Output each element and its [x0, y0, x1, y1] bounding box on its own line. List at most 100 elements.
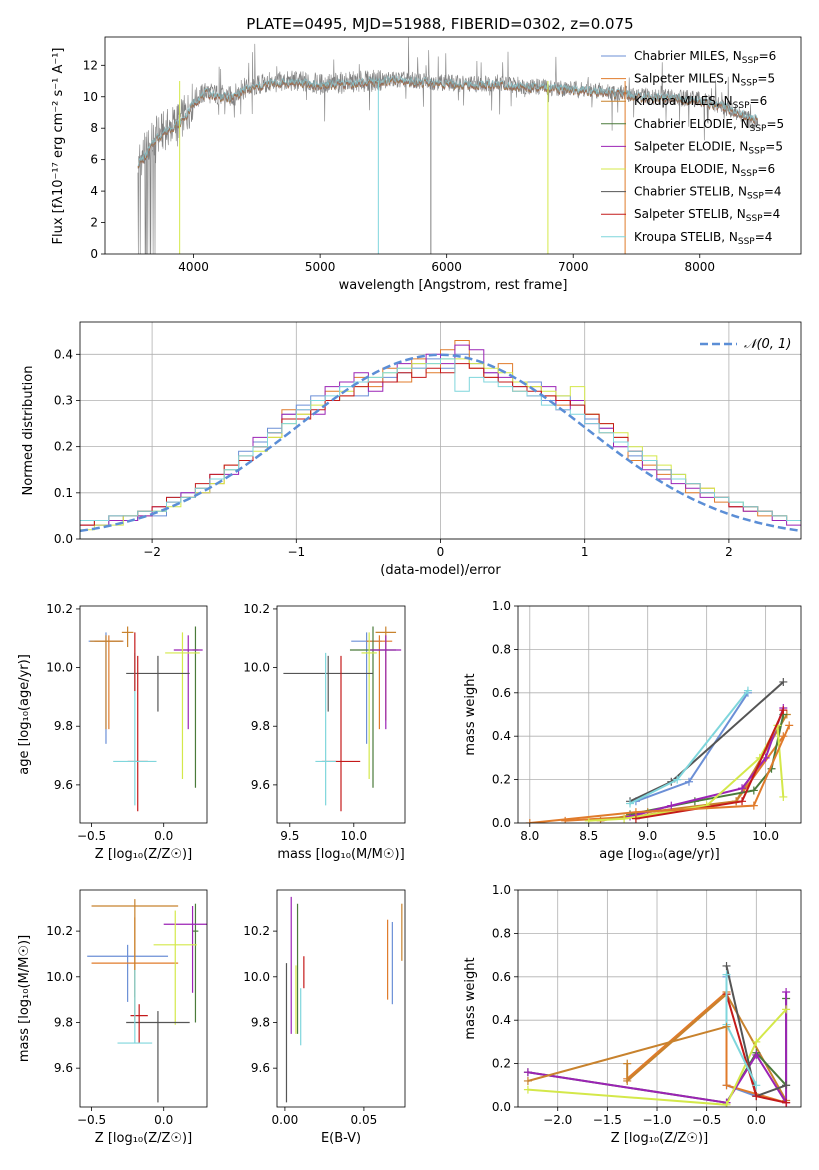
y-tick-label: 0.3	[54, 393, 73, 407]
x-axis-label: Z [log₁₀(Z/Z☉)]	[95, 847, 192, 862]
gaussian-curve	[80, 353, 801, 533]
y-tick-label: 10.2	[46, 602, 73, 616]
mass-vs-ebv-axes: 0.00 0.05 9.6 9.8 10.0 10.2 E(B-V)	[243, 889, 406, 1146]
x-axis-label: age [log₁₀(age/yr)]	[599, 847, 720, 862]
model-spectrum-line	[137, 74, 758, 167]
x-tick-label: 1	[581, 545, 589, 559]
y-axis-label: mass weight	[463, 957, 478, 1039]
weight-marker	[620, 814, 629, 823]
y-tick-label: 0.2	[492, 773, 511, 787]
weight-marker	[743, 686, 752, 695]
weight-marker	[684, 777, 693, 786]
legend-label: Chabrier ELODIE, NSSP=5	[634, 117, 784, 134]
x-axis-label: E(B-V)	[321, 1131, 361, 1146]
y-tick-label: 10.0	[46, 970, 73, 984]
weight-marker	[523, 1085, 532, 1094]
x-axis-label: (data-model)/error	[380, 563, 501, 578]
weight-series	[588, 721, 785, 822]
x-tick-label: −0.5	[77, 829, 106, 843]
weight-marker	[722, 1100, 731, 1107]
x-tick-label: 5000	[305, 260, 336, 274]
x-tick-label: 4000	[178, 260, 209, 274]
x-tick-label: −2	[143, 545, 161, 559]
figure-title: PLATE=0495, MJD=51988, FIBERID=0302, z=0…	[246, 15, 633, 33]
y-tick-label: 1.0	[492, 883, 511, 897]
y-tick-label: 10.0	[46, 661, 73, 675]
x-tick-label: −1	[287, 545, 305, 559]
axes-frame	[276, 605, 406, 824]
y-tick-label: 0.0	[54, 532, 73, 546]
y-axis-label: Normed distribution	[21, 366, 36, 496]
y-tick-label: 9.6	[251, 778, 270, 792]
x-tick-label: 0.0	[154, 829, 173, 843]
weight-marker	[752, 1050, 761, 1059]
x-tick-label: 0.00	[272, 1113, 299, 1127]
weight-marker	[623, 1076, 632, 1085]
y-tick-label: 2	[90, 216, 98, 230]
age-vs-mass-axes: 9.5 10.0 9.6 9.8 10.0 10.2 mass [log₁₀(M/M☉)]	[243, 602, 406, 862]
legend-label: 𝒩(0, 1)	[744, 337, 791, 352]
weight-marker	[667, 801, 676, 810]
weight-marker	[722, 1081, 731, 1090]
legend-label: Kroupa MILES, NSSP=6	[634, 94, 767, 111]
age-vs-z-axes: −0.5 0.0 9.6 9.8 10.0 10.2 Z [log₁₀(Z/Z☉)] age …	[17, 602, 208, 862]
y-tick-label: 0.4	[492, 729, 511, 743]
y-tick-label: 0.4	[54, 347, 73, 361]
x-tick-label: −0.5	[77, 1113, 106, 1127]
y-tick-label: 9.8	[54, 719, 73, 733]
legend-label: Kroupa STELIB, NSSP=4	[634, 230, 772, 247]
y-tick-label: 0	[90, 247, 98, 261]
y-tick-label: 0.2	[54, 440, 73, 454]
x-tick-label: 10.0	[340, 829, 367, 843]
x-tick-label: 9.5	[697, 829, 716, 843]
weight-marker	[752, 1092, 761, 1101]
legend-label: Salpeter STELIB, NSSP=4	[634, 207, 780, 224]
y-tick-label: 9.6	[54, 1061, 73, 1075]
y-tick-label: 9.8	[54, 1015, 73, 1029]
x-tick-label: 0.0	[747, 1113, 766, 1127]
weight-marker	[722, 970, 731, 979]
y-tick-label: 0.2	[492, 1057, 511, 1071]
weight-marker	[782, 987, 791, 996]
axes-frame	[517, 605, 802, 824]
y-tick-label: 0.8	[492, 642, 511, 656]
x-axis-label: mass [log₁₀(M/M☉)]	[277, 847, 404, 862]
axes-frame	[79, 605, 208, 824]
weight-marker	[749, 801, 758, 810]
weight-vs-z-plot	[523, 961, 791, 1107]
legend-label: Chabrier STELIB, NSSP=4	[634, 185, 782, 202]
weight-marker	[779, 677, 788, 686]
weight-series	[529, 724, 791, 823]
spectrum-plot	[137, 37, 759, 254]
y-tick-label: 0.8	[492, 926, 511, 940]
mass-vs-z-axes: −0.5 0.0 9.6 9.8 10.0 10.2 Z [log₁₀(Z/Z☉)] mass…	[17, 889, 208, 1146]
x-tick-label: 9.0	[638, 829, 657, 843]
x-tick-label: 0	[437, 545, 445, 559]
weight-marker	[738, 797, 747, 806]
y-tick-label: 9.6	[251, 1061, 270, 1075]
y-tick-label: 4	[90, 184, 98, 198]
histogram-axes: −2 −1 0 1 2 0.0 0.1 0.2 0.3 0.4 (data-model)/error…	[21, 321, 802, 578]
x-tick-label: −2.0	[543, 1113, 572, 1127]
weight-marker	[584, 816, 593, 823]
weight-marker	[523, 1076, 532, 1085]
weight-marker	[785, 721, 794, 730]
weight-vs-age-plot	[525, 677, 794, 823]
weight-marker	[782, 1081, 791, 1090]
mass-vs-ebv-plot	[285, 896, 403, 1103]
x-tick-label: −0.5	[692, 1113, 721, 1127]
weight-marker	[738, 784, 747, 793]
x-tick-label: 10.0	[752, 829, 779, 843]
x-tick-label: 8.5	[579, 829, 598, 843]
x-tick-label: −1.5	[593, 1113, 622, 1127]
weight-vs-age-axes: 8.0 8.5 9.0 9.5 10.0 0.0 0.2 0.4 0.6 0.8 1.0 age [l…	[463, 599, 802, 862]
y-tick-label: 9.6	[54, 778, 73, 792]
weight-series	[527, 1008, 787, 1106]
y-tick-label: 0.6	[492, 970, 511, 984]
y-tick-label: 10.0	[243, 970, 270, 984]
y-tick-label: 0.0	[492, 1100, 511, 1114]
y-tick-label: 1.0	[492, 599, 511, 613]
legend: Chabrier MILES, NSSP=6 Salpeter MILES, NS…	[601, 49, 784, 247]
y-axis-label: mass [log₁₀(M/M☉)]	[17, 935, 32, 1062]
